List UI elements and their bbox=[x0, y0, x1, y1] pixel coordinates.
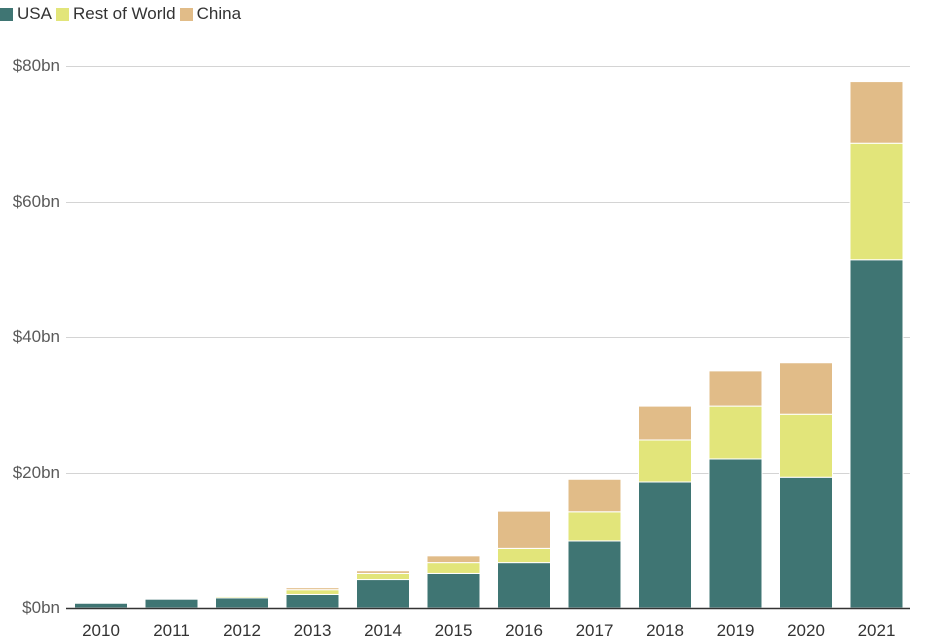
bar-segment bbox=[285, 587, 340, 591]
x-tick-label: 2014 bbox=[364, 621, 402, 640]
bar-segment bbox=[849, 81, 904, 144]
bar-segment bbox=[426, 572, 481, 609]
legend-item-rest-of-world: Rest of World bbox=[55, 4, 176, 24]
legend: USA Rest of World China bbox=[0, 4, 245, 24]
x-tick-label: 2013 bbox=[294, 621, 332, 640]
bar-segment bbox=[638, 481, 692, 609]
y-tick-label: $60bn bbox=[13, 192, 60, 211]
bar-segment bbox=[567, 540, 622, 609]
bar-segment bbox=[779, 413, 833, 478]
bar-segment bbox=[356, 570, 410, 574]
x-tick-label: 2019 bbox=[717, 621, 755, 640]
bar-segment bbox=[215, 597, 269, 609]
y-tick-label: $20bn bbox=[13, 463, 60, 482]
bar-segment bbox=[567, 511, 622, 542]
bar-segment bbox=[638, 439, 692, 483]
legend-label-china: China bbox=[196, 4, 242, 23]
axes: $0bn $20bn $40bn $60bn $80bn 2010 2011 2012 2013… bbox=[13, 56, 910, 640]
bar-segment bbox=[497, 547, 551, 564]
legend-label-rest-of-world: Rest of World bbox=[72, 4, 176, 23]
y-tick-label: $40bn bbox=[13, 327, 60, 346]
x-tick-label: 2016 bbox=[505, 621, 543, 640]
y-tick-label: $0bn bbox=[22, 598, 60, 617]
bar-segment bbox=[708, 370, 763, 407]
bar-segment bbox=[356, 572, 410, 581]
legend-swatch-rest-of-world bbox=[55, 7, 69, 21]
bar-segment bbox=[74, 602, 128, 609]
x-tick-label: 2021 bbox=[858, 621, 896, 640]
bar-segment bbox=[144, 598, 199, 609]
x-tick-label: 2018 bbox=[646, 621, 684, 640]
bar-segment bbox=[426, 555, 481, 564]
legend-swatch-china bbox=[179, 7, 193, 21]
bar-segment bbox=[638, 405, 692, 441]
bar-segment bbox=[497, 562, 551, 609]
x-tick-label: 2010 bbox=[82, 621, 120, 640]
bar-segment bbox=[849, 142, 904, 261]
gridlines bbox=[66, 66, 910, 474]
bar-segment bbox=[708, 405, 763, 460]
bar-segment bbox=[497, 510, 551, 549]
bar-segment bbox=[215, 595, 269, 599]
legend-item-china: China bbox=[179, 4, 242, 24]
x-tick-label: 2020 bbox=[787, 621, 825, 640]
bar-segment bbox=[779, 362, 833, 415]
bar-segment bbox=[285, 593, 340, 609]
legend-label-usa: USA bbox=[17, 4, 52, 23]
x-tick-label: 2015 bbox=[435, 621, 473, 640]
x-tick-label: 2011 bbox=[153, 621, 190, 640]
y-tick-label: $80bn bbox=[13, 56, 60, 75]
bars bbox=[74, 81, 904, 609]
legend-item-usa: USA bbox=[0, 4, 52, 24]
bar-segment bbox=[285, 589, 340, 595]
bar-segment bbox=[849, 259, 904, 609]
bar-segment bbox=[426, 562, 481, 574]
bar-segment bbox=[567, 478, 622, 513]
bar-segment bbox=[356, 579, 410, 609]
legend-swatch-usa bbox=[0, 7, 13, 21]
bar-segment bbox=[779, 476, 833, 609]
bar-segment bbox=[708, 458, 763, 609]
x-tick-label: 2017 bbox=[576, 621, 614, 640]
x-tick-label: 2012 bbox=[223, 621, 261, 640]
